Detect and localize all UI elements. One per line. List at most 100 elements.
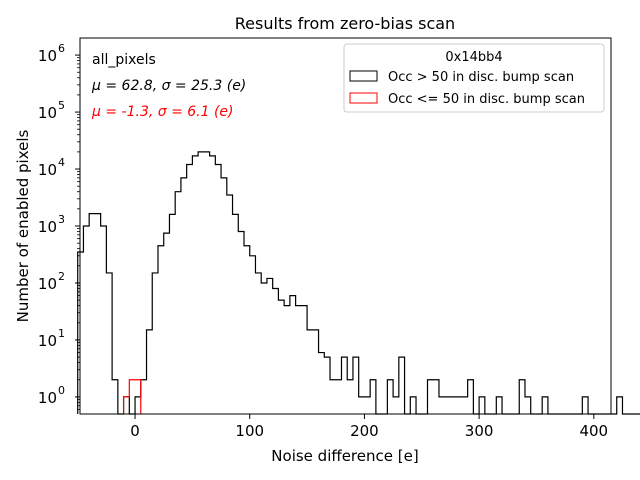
x-tick-label: 100	[235, 422, 264, 440]
histogram-bin	[215, 165, 221, 414]
histogram-bin	[428, 380, 434, 414]
histogram-bin	[141, 380, 147, 414]
histogram-bin	[582, 397, 588, 414]
histogram-bin	[393, 397, 399, 414]
histogram-bin	[210, 156, 216, 414]
histogram-bin	[525, 397, 531, 414]
histogram-bin	[175, 192, 181, 414]
x-tick-label: 400	[579, 422, 608, 440]
legend-title: 0x14bb4	[445, 50, 502, 65]
x-axis-ticks: 0 100 200 300 400	[130, 414, 608, 440]
histogram-bin	[238, 232, 244, 414]
histogram-bin	[399, 357, 405, 414]
histogram-bin	[364, 397, 370, 414]
y-tick-exponent: 2	[58, 270, 65, 283]
histogram-bin	[147, 330, 153, 414]
histogram-bin	[278, 300, 284, 414]
histogram-bin	[450, 397, 456, 414]
legend-box	[343, 43, 605, 113]
histogram-bin	[462, 397, 468, 414]
histogram-bin	[181, 178, 187, 414]
y-tick-label: 10	[38, 104, 57, 122]
histogram-bin	[152, 273, 158, 414]
y-tick-exponent: 4	[58, 156, 65, 169]
y-tick-exponent: 5	[58, 99, 65, 112]
histogram-series-occ-le-50	[122, 379, 142, 414]
histogram-bin	[284, 306, 290, 414]
histogram-bin	[617, 397, 623, 414]
histogram-bin	[158, 246, 164, 414]
histogram-bin	[129, 380, 135, 414]
histogram-bin	[112, 380, 118, 414]
histogram-bin	[313, 330, 319, 414]
histogram-bin	[410, 397, 416, 414]
histogram-bin	[296, 306, 302, 414]
annotation-label: all_pixels	[92, 52, 156, 68]
histogram-bin	[164, 233, 170, 414]
x-tick-label: 300	[465, 422, 494, 440]
histogram-bin	[359, 397, 365, 414]
x-tick-label: 0	[130, 422, 140, 440]
annotation-stats-black: μ = 62.8, σ = 25.3 (e)	[91, 78, 246, 94]
histogram-bin	[301, 306, 307, 414]
histogram-bin	[244, 246, 250, 414]
histogram-bin	[198, 152, 204, 414]
histogram-bin	[330, 380, 336, 414]
y-tick-exponent: 6	[58, 42, 65, 55]
histogram-bin	[542, 397, 548, 414]
plot-frame	[79, 37, 612, 415]
histogram-bin	[221, 178, 227, 414]
y-tick-exponent: 0	[58, 384, 65, 397]
histogram-bin	[255, 273, 261, 414]
histogram-bin	[445, 397, 451, 414]
histogram-bin	[341, 357, 347, 414]
histogram-bin	[169, 214, 175, 414]
histogram-bin	[290, 296, 296, 414]
histogram-bin	[307, 330, 313, 414]
legend: 0x14bb4 Occ > 50 in disc. bump scan Occ …	[343, 43, 605, 113]
annotation-stats-red: μ = -1.3, σ = 6.1 (e)	[91, 104, 234, 120]
histogram-bin	[261, 283, 267, 414]
y-tick-label: 10	[38, 389, 57, 407]
histogram-bin	[336, 380, 342, 414]
histogram-bin	[519, 380, 525, 414]
histogram-bin	[83, 226, 89, 414]
histogram-bin	[250, 256, 256, 414]
legend-swatch-red	[349, 92, 378, 104]
y-tick-label: 10	[38, 218, 57, 236]
legend-entry-black: Occ > 50 in disc. bump scan	[388, 70, 574, 85]
histogram-bin	[135, 380, 141, 414]
y-axis-label: Number of enabled pixels	[14, 129, 32, 322]
y-tick-exponent: 3	[58, 213, 65, 226]
histogram-bin	[78, 252, 84, 414]
y-tick-label: 10	[38, 275, 57, 293]
plot-bars	[77, 151, 640, 415]
histogram-bin	[101, 226, 107, 414]
histogram-bin	[456, 397, 462, 414]
histogram-bin	[347, 380, 353, 414]
histogram-bin	[204, 152, 210, 414]
histogram-bin	[233, 214, 239, 414]
histogram-bin	[433, 380, 439, 414]
histogram-bin	[227, 195, 233, 414]
x-tick-label: 200	[350, 422, 379, 440]
histogram-bin	[106, 273, 112, 414]
chart-title: Results from zero-bias scan	[235, 14, 455, 33]
histogram-bin	[273, 288, 279, 414]
histogram-series-occ-gt-50	[77, 151, 640, 415]
histogram-bin	[192, 156, 198, 414]
histogram-bin	[124, 397, 130, 414]
histogram-bin	[370, 380, 376, 414]
y-tick-label: 10	[38, 47, 57, 65]
histogram-bin	[89, 214, 95, 414]
histogram-bin	[468, 380, 474, 414]
histogram-bin	[496, 397, 502, 414]
legend-swatch-black	[349, 70, 378, 82]
histogram-bin	[439, 397, 445, 414]
legend-entry-red: Occ <= 50 in disc. bump scan	[388, 92, 585, 107]
histogram-bin	[95, 214, 101, 414]
histogram-bin	[479, 397, 485, 414]
histogram-bin	[387, 380, 393, 414]
